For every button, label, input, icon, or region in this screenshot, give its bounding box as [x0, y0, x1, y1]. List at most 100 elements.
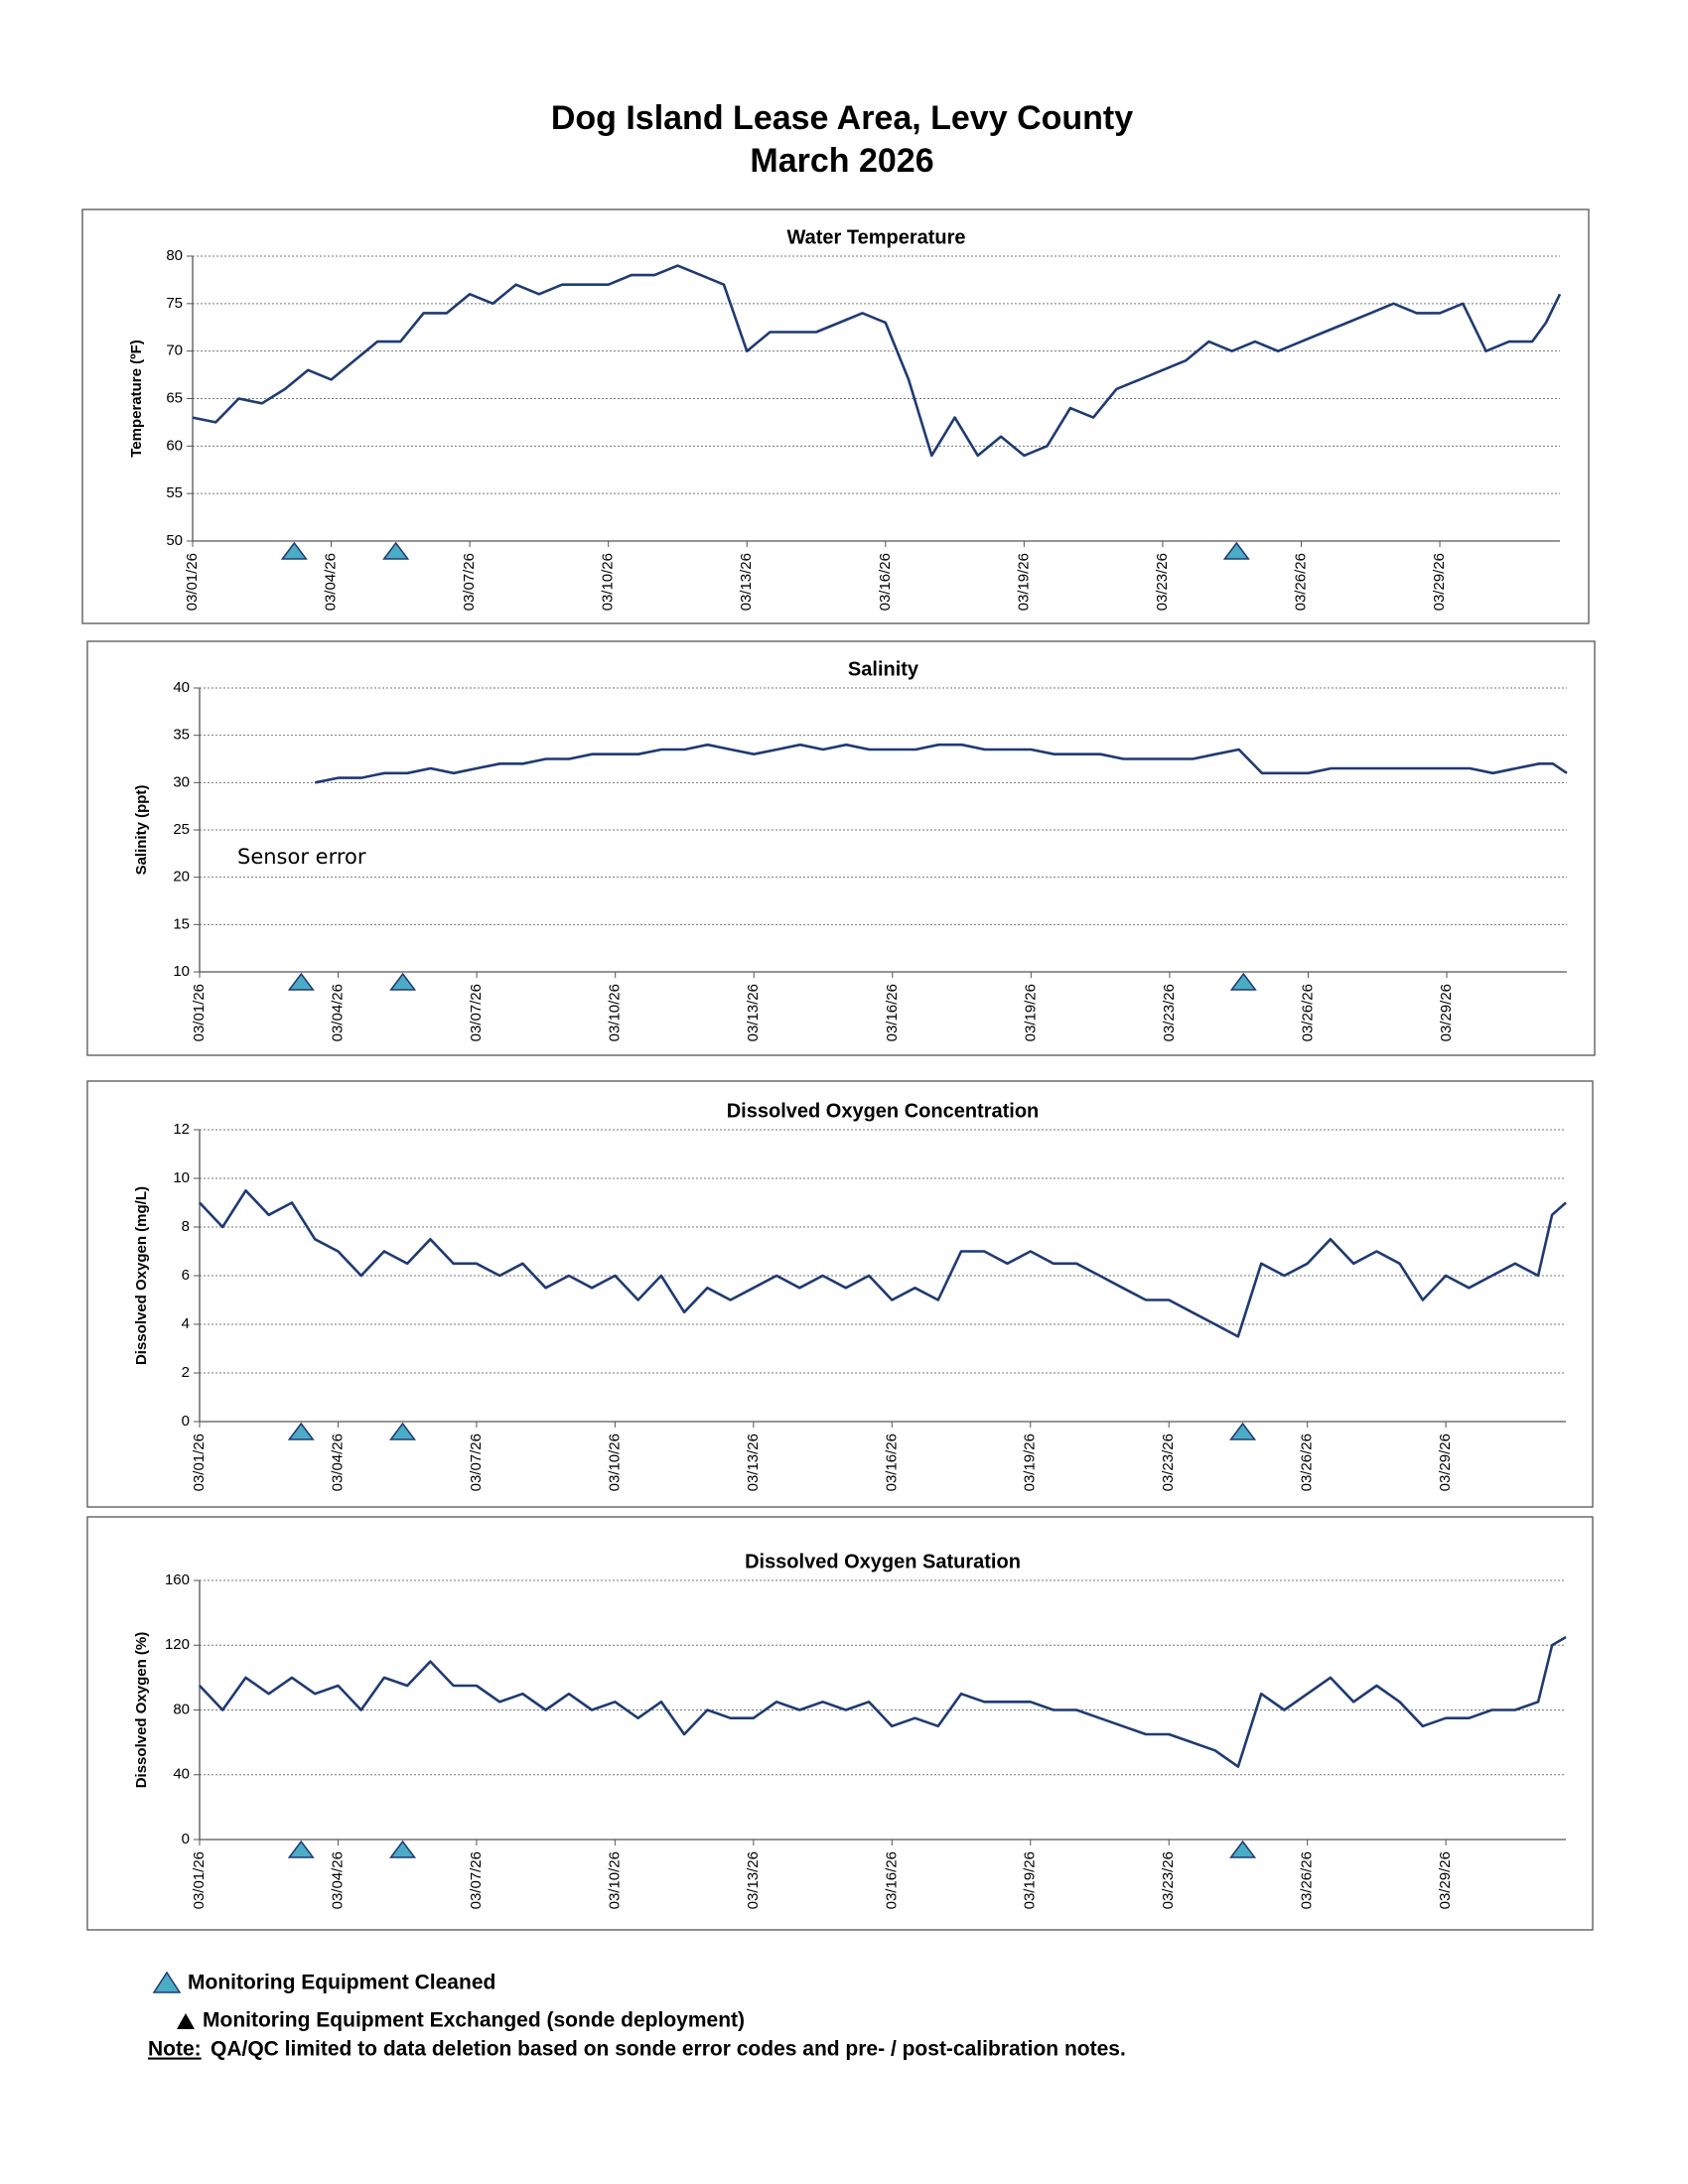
- legend-exchanged: Monitoring Equipment Exchanged (sonde de…: [203, 2009, 745, 2032]
- legend-exchanged-icon: [177, 2013, 195, 2029]
- y-axis-label: Dissolved Oxygen (%): [133, 1632, 150, 1789]
- x-tick-label: 03/10/26: [607, 984, 624, 1041]
- cleaned-marker: [1229, 1422, 1257, 1440]
- y-tick-label: 65: [166, 389, 183, 406]
- data-line: [192, 264, 1562, 458]
- x-tick-label: 03/04/26: [329, 1851, 346, 1909]
- x-tick-label: 03/07/26: [461, 553, 478, 611]
- y-tick-label: 55: [166, 484, 183, 501]
- x-tick-label: 03/10/26: [606, 1433, 623, 1491]
- y-tick-label: 80: [166, 247, 183, 264]
- note-label: Note:: [148, 2038, 202, 2061]
- cleaned-marker: [1229, 972, 1257, 991]
- page-title: Dog Island Lease Area, Levy County: [551, 99, 1133, 137]
- chart-frame: [86, 1516, 1594, 1931]
- y-tick-label: 15: [173, 915, 190, 932]
- x-tick-label: 03/04/26: [323, 553, 340, 611]
- y-tick-label: 160: [165, 1571, 190, 1588]
- y-tick-label: 40: [173, 679, 190, 696]
- x-tick-label: 03/19/26: [1022, 1433, 1039, 1491]
- x-tick-label: 03/16/26: [884, 984, 901, 1041]
- y-tick-label: 40: [173, 1766, 190, 1783]
- x-tick-label: 03/26/26: [1299, 984, 1316, 1041]
- x-tick-label: 03/23/26: [1161, 984, 1178, 1041]
- x-tick-label: 03/29/26: [1431, 553, 1448, 611]
- x-tick-label: 03/07/26: [468, 1433, 485, 1491]
- x-tick-label: 03/13/26: [738, 553, 755, 611]
- annotation: Sensor error: [237, 845, 366, 869]
- y-tick-label: 50: [166, 532, 183, 549]
- x-tick-label: 03/10/26: [600, 553, 617, 611]
- legend-cleaned-icon: [152, 1971, 182, 1993]
- y-tick-label: 6: [182, 1267, 190, 1284]
- y-tick-label: 20: [173, 869, 190, 886]
- x-tick-label: 03/07/26: [468, 984, 485, 1041]
- chart-frame: [81, 208, 1590, 624]
- x-tick-label: 03/23/26: [1160, 1433, 1177, 1491]
- cleaned-marker: [389, 1840, 417, 1858]
- x-tick-label: 03/23/26: [1160, 1851, 1177, 1909]
- x-tick-label: 03/23/26: [1154, 553, 1171, 611]
- x-tick-label: 03/04/26: [330, 984, 347, 1041]
- y-tick-label: 10: [173, 963, 190, 980]
- y-axis-label: Temperature (ºF): [128, 340, 145, 458]
- y-tick-label: 0: [182, 1413, 190, 1430]
- page-subtitle: March 2026: [750, 142, 933, 180]
- x-tick-label: 03/13/26: [745, 1433, 762, 1491]
- x-tick-label: 03/26/26: [1299, 1851, 1316, 1909]
- x-tick-label: 03/01/26: [191, 1851, 208, 1909]
- chart-frame: [86, 1080, 1594, 1508]
- legend-cleaned: Monitoring Equipment Cleaned: [188, 1972, 495, 1994]
- x-tick-label: 03/01/26: [184, 553, 201, 611]
- cleaned-marker: [1222, 541, 1250, 560]
- x-tick-label: 03/13/26: [745, 1851, 762, 1909]
- y-tick-label: 80: [173, 1701, 190, 1717]
- y-tick-label: 120: [165, 1636, 190, 1653]
- y-tick-label: 75: [166, 295, 183, 312]
- x-tick-label: 03/29/26: [1437, 1433, 1454, 1491]
- x-tick-label: 03/16/26: [883, 1433, 900, 1491]
- y-tick-label: 0: [182, 1831, 190, 1847]
- x-tick-label: 03/19/26: [1022, 984, 1039, 1041]
- x-tick-label: 03/10/26: [606, 1851, 623, 1909]
- x-tick-label: 03/04/26: [329, 1433, 346, 1491]
- cleaned-marker: [280, 541, 308, 560]
- x-tick-label: 03/26/26: [1299, 1433, 1316, 1491]
- y-tick-label: 8: [182, 1218, 190, 1235]
- cleaned-marker: [1229, 1840, 1257, 1858]
- x-tick-label: 03/01/26: [191, 984, 208, 1041]
- x-tick-label: 03/19/26: [1015, 553, 1032, 611]
- data-line: [199, 1635, 1567, 1768]
- y-tick-label: 25: [173, 821, 190, 838]
- x-tick-label: 03/16/26: [883, 1851, 900, 1909]
- chart-title: Dissolved Oxygen Concentration: [727, 1100, 1040, 1122]
- x-tick-label: 03/01/26: [191, 1433, 208, 1491]
- x-tick-label: 03/13/26: [745, 984, 762, 1041]
- y-tick-label: 10: [173, 1169, 190, 1186]
- x-tick-label: 03/16/26: [877, 553, 894, 611]
- chart-title: Water Temperature: [786, 226, 965, 248]
- y-axis-label: Dissolved Oxygen (mg/L): [133, 1186, 150, 1365]
- cleaned-marker: [382, 541, 410, 560]
- chart-title: Salinity: [848, 658, 919, 680]
- y-tick-label: 70: [166, 342, 183, 359]
- x-tick-label: 03/29/26: [1438, 984, 1455, 1041]
- x-tick-label: 03/29/26: [1437, 1851, 1454, 1909]
- data-line: [315, 743, 1568, 784]
- cleaned-marker: [287, 1422, 315, 1440]
- chart-title: Dissolved Oxygen Saturation: [745, 1551, 1021, 1572]
- data-line: [199, 1189, 1567, 1338]
- cleaned-marker: [287, 972, 315, 991]
- y-tick-label: 2: [182, 1364, 190, 1381]
- x-tick-label: 03/26/26: [1292, 553, 1309, 611]
- x-tick-label: 03/19/26: [1022, 1851, 1039, 1909]
- cleaned-marker: [389, 972, 417, 991]
- cleaned-marker: [287, 1840, 315, 1858]
- y-tick-label: 60: [166, 437, 183, 454]
- y-tick-label: 4: [182, 1315, 190, 1332]
- chart-frame: [86, 640, 1596, 1056]
- y-tick-label: 35: [173, 727, 190, 744]
- y-tick-label: 12: [173, 1121, 190, 1138]
- cleaned-marker: [389, 1422, 417, 1440]
